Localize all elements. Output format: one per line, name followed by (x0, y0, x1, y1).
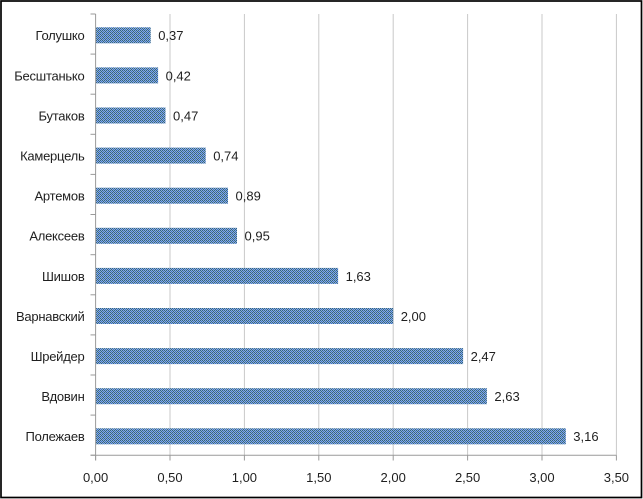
svg-text:2,00: 2,00 (401, 309, 426, 324)
svg-text:2,50: 2,50 (455, 470, 480, 485)
svg-text:3,00: 3,00 (529, 470, 554, 485)
svg-text:1,50: 1,50 (306, 470, 331, 485)
svg-text:2,00: 2,00 (381, 470, 406, 485)
svg-text:2,63: 2,63 (494, 389, 519, 404)
svg-text:3,16: 3,16 (573, 429, 598, 444)
svg-text:0,95: 0,95 (245, 229, 270, 244)
svg-text:Шрейдер: Шрейдер (31, 349, 85, 364)
svg-text:Шишов: Шишов (42, 269, 85, 284)
svg-text:Бутаков: Бутаков (38, 108, 84, 123)
svg-text:0,50: 0,50 (157, 470, 182, 485)
svg-text:Камерцель: Камерцель (20, 149, 85, 164)
svg-text:0,42: 0,42 (166, 68, 191, 83)
svg-text:Вдовин: Вдовин (41, 389, 84, 404)
svg-text:2,47: 2,47 (471, 349, 496, 364)
svg-text:3,50: 3,50 (604, 470, 629, 485)
svg-text:0,74: 0,74 (213, 149, 238, 164)
svg-text:Полежаев: Полежаев (25, 429, 84, 444)
svg-text:Бесштанько: Бесштанько (14, 68, 84, 83)
svg-text:0,89: 0,89 (236, 189, 261, 204)
svg-text:Артемов: Артемов (35, 189, 85, 204)
svg-text:1,00: 1,00 (232, 470, 257, 485)
svg-text:1,63: 1,63 (346, 269, 371, 284)
svg-text:0,00: 0,00 (83, 470, 108, 485)
svg-text:0,37: 0,37 (158, 28, 183, 43)
svg-text:Варнавский: Варнавский (16, 309, 85, 324)
svg-text:0,47: 0,47 (173, 108, 198, 123)
svg-text:Алексеев: Алексеев (29, 229, 85, 244)
svg-text:Голушко: Голушко (36, 28, 85, 43)
